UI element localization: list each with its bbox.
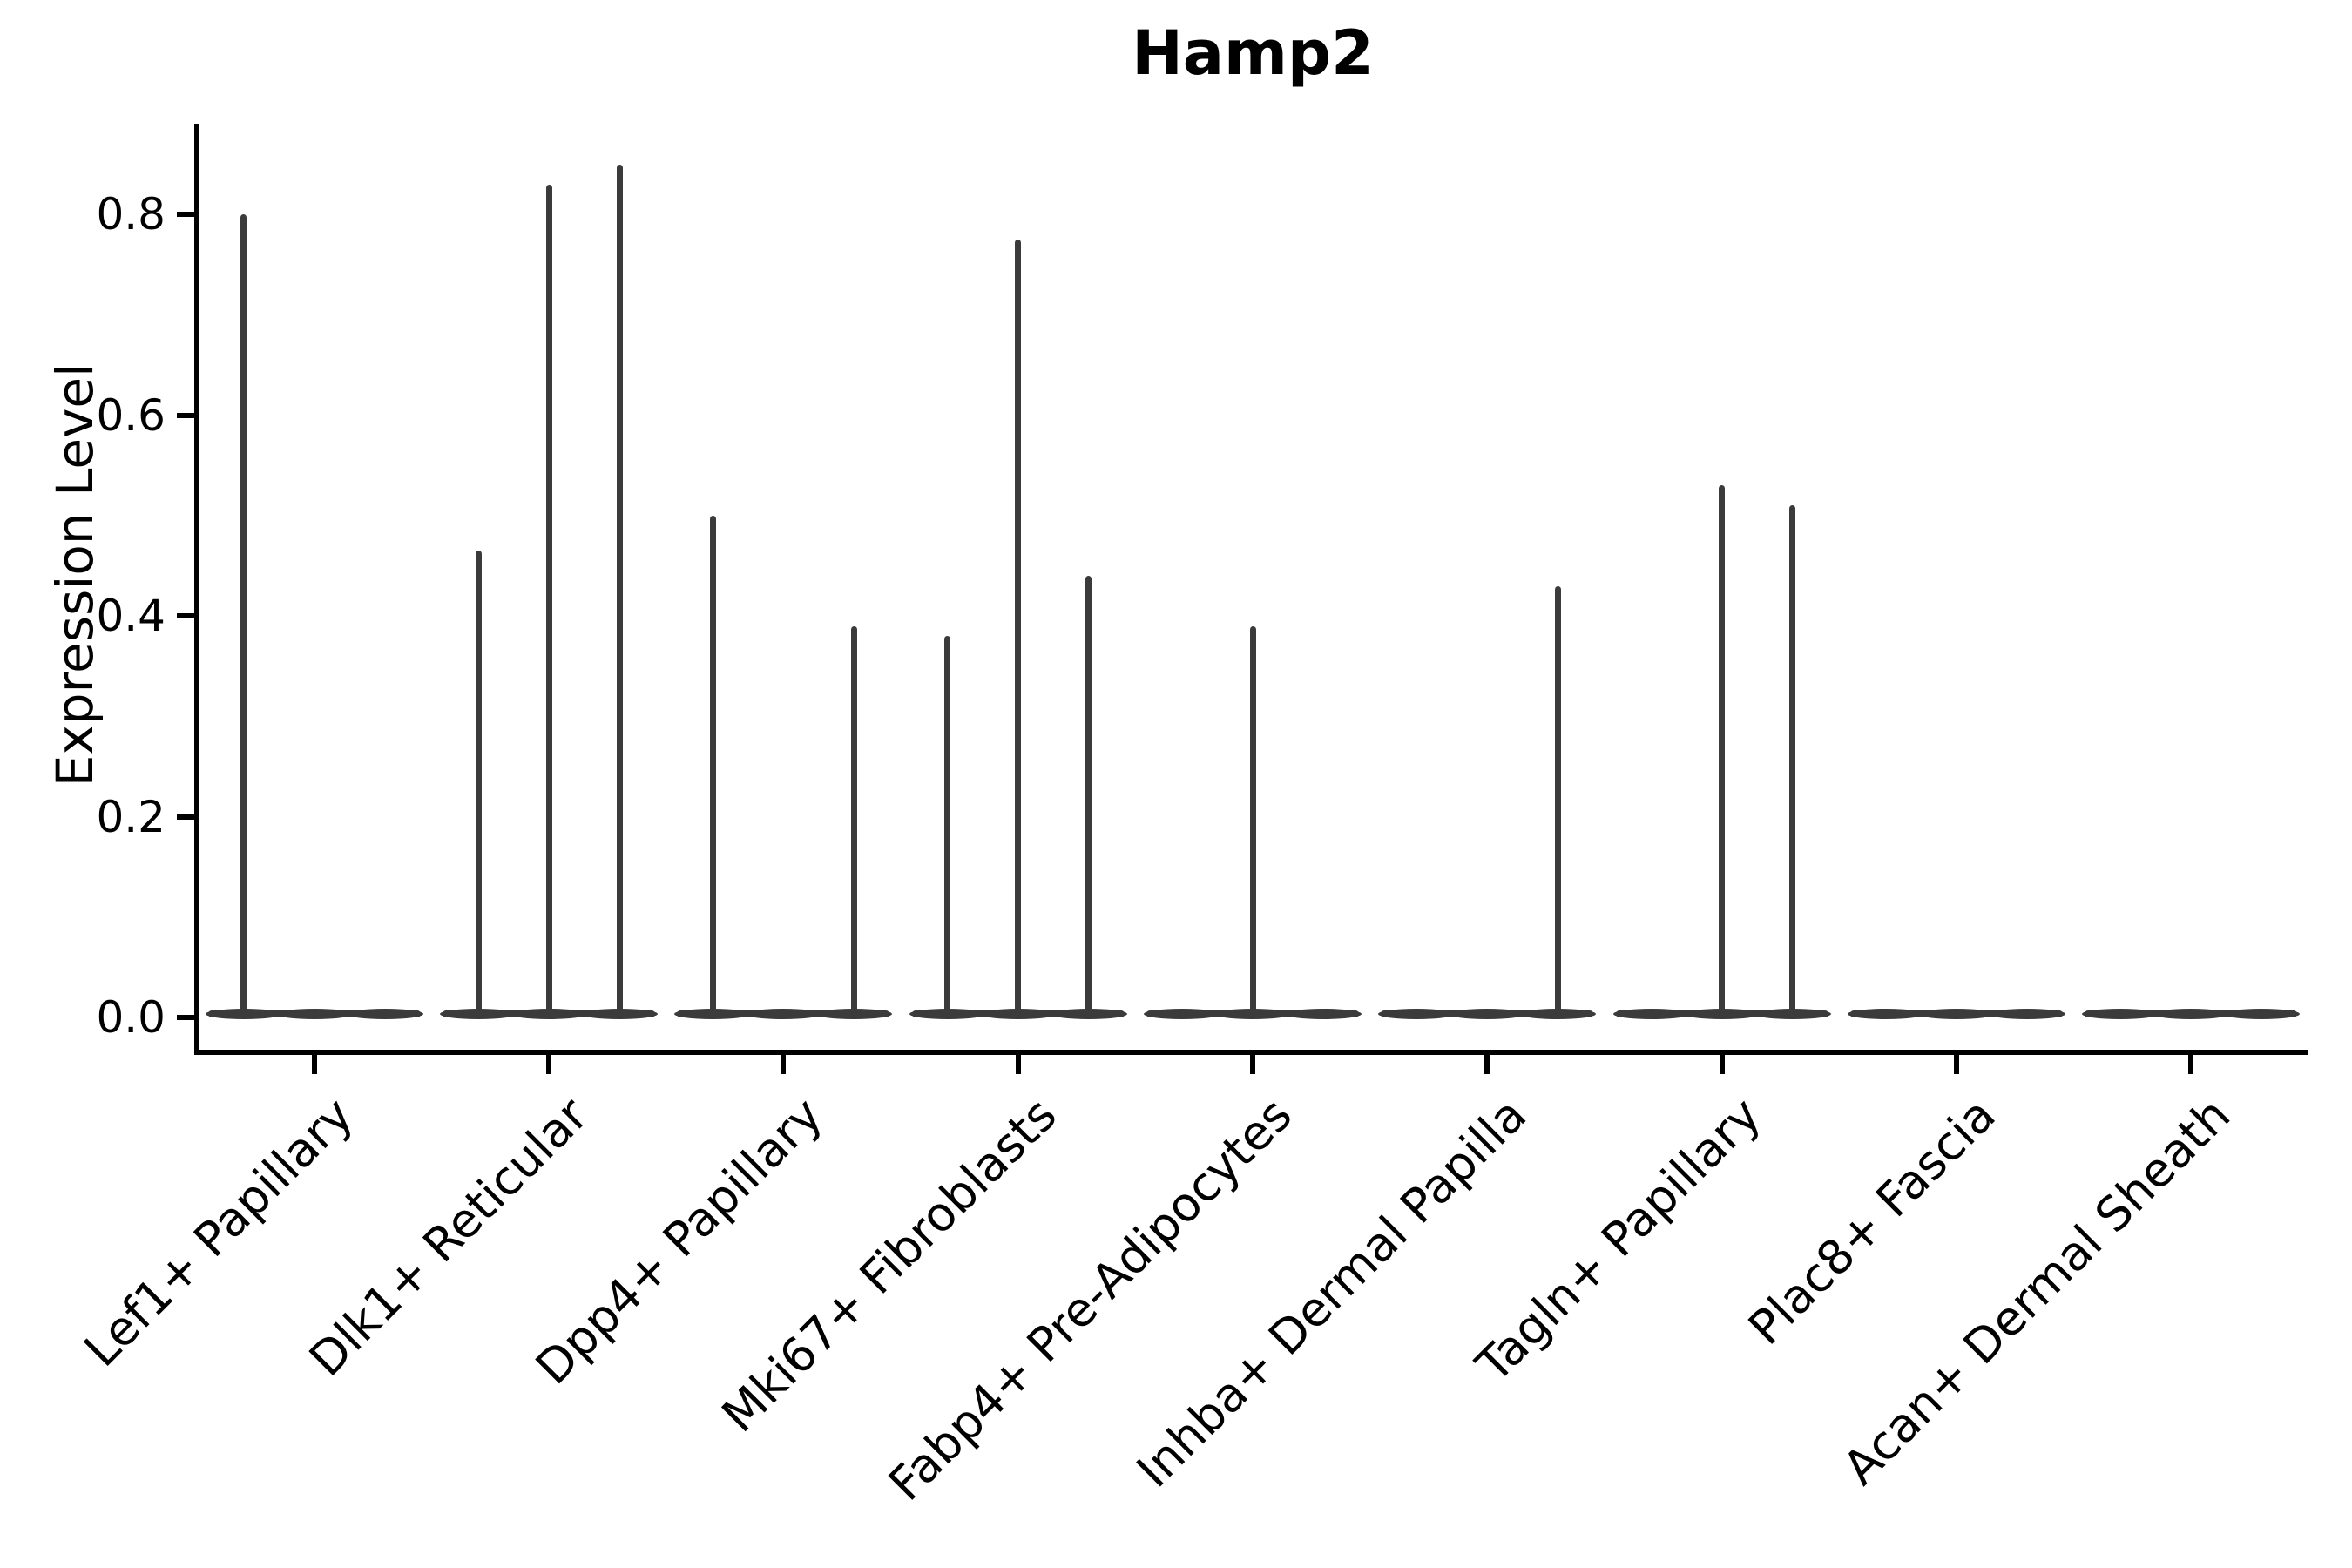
- x-tick: [2188, 1055, 2194, 1074]
- y-tick-label: 0.2: [96, 791, 166, 842]
- violin-spike: [240, 214, 247, 1016]
- violin-spike: [1789, 505, 1796, 1016]
- x-tick: [311, 1055, 317, 1074]
- chart-title: Hamp2: [1132, 17, 1374, 89]
- y-tick: [177, 412, 197, 418]
- violin-base-lobe: [346, 1009, 423, 1019]
- x-tick-label: Fabp4+ Pre-Adipocytes: [877, 1087, 1302, 1511]
- y-tick-label: 0.4: [96, 591, 166, 642]
- violin-base-lobe: [1848, 1009, 1924, 1019]
- violin-spike: [709, 516, 716, 1016]
- violin-base-lobe: [745, 1009, 822, 1019]
- x-tick-label: Plac8+ Fascia: [1737, 1087, 2006, 1355]
- x-tick: [1250, 1055, 1255, 1074]
- x-tick: [1015, 1055, 1021, 1074]
- y-tick-label: 0.6: [96, 389, 166, 441]
- y-tick-label: 0.0: [96, 992, 166, 1043]
- x-tick-label: Acan+ Dermal Sheath: [1832, 1087, 2240, 1496]
- y-tick: [177, 1015, 197, 1020]
- violin-base-lobe: [1989, 1009, 2065, 1019]
- violin-base-lobe: [2223, 1009, 2301, 1019]
- y-tick: [177, 613, 197, 619]
- x-tick: [1719, 1055, 1725, 1074]
- y-axis-spine: [194, 124, 199, 1052]
- violin-base-lobe: [275, 1009, 353, 1019]
- violin-base-lobe: [1918, 1009, 1995, 1019]
- y-tick: [177, 814, 197, 820]
- violin-spike: [1554, 585, 1561, 1016]
- x-tick: [546, 1055, 551, 1074]
- violin-base-lobe: [1285, 1009, 1362, 1019]
- violin-base-lobe: [1612, 1009, 1690, 1019]
- y-tick-label: 0.8: [96, 189, 166, 240]
- violin-base-lobe: [2153, 1009, 2230, 1019]
- violin-spike: [1719, 485, 1726, 1016]
- violin-spike: [944, 636, 951, 1016]
- x-tick: [781, 1055, 787, 1074]
- violin-spike: [1015, 240, 1022, 1016]
- violin-spike: [1085, 576, 1092, 1016]
- violin-spike: [850, 625, 857, 1016]
- violin-base-lobe: [1144, 1009, 1220, 1019]
- violin-spike: [475, 551, 482, 1016]
- violin-base-lobe: [1378, 1009, 1456, 1019]
- violin-spike: [1249, 625, 1256, 1016]
- violin-base-lobe: [1449, 1009, 1526, 1019]
- x-tick: [1484, 1055, 1490, 1074]
- violin-spike: [616, 164, 623, 1016]
- y-tick: [177, 212, 197, 218]
- x-tick-label: Inhba+ Dermal Papilla: [1125, 1087, 1537, 1498]
- violin-spike: [545, 184, 552, 1016]
- x-tick: [1954, 1055, 1959, 1074]
- violin-base-lobe: [2082, 1009, 2159, 1019]
- x-axis-spine: [194, 1050, 2308, 1055]
